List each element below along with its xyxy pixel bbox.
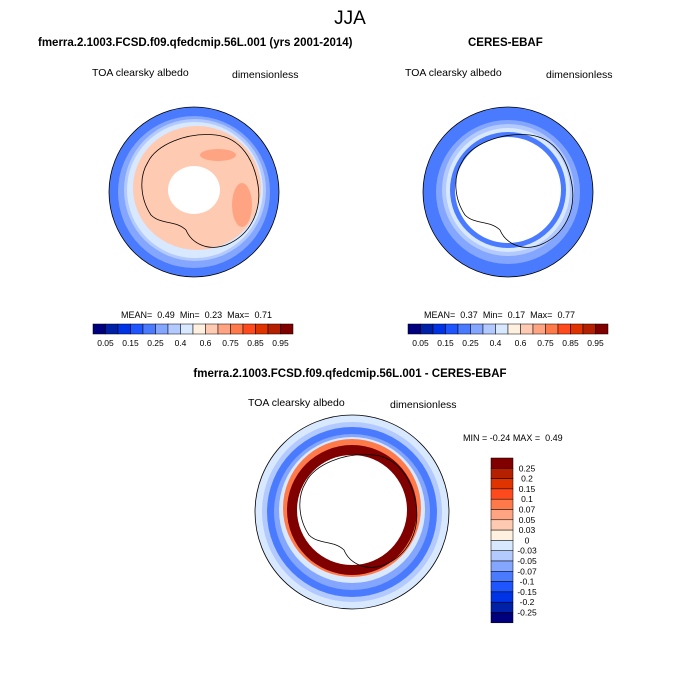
figure-title: JJA [334, 8, 366, 29]
colorbar-box [180, 323, 194, 335]
colorbar-box [495, 323, 509, 335]
colorbar-tick-label: 0.1 [521, 494, 533, 504]
colorbar-box [490, 529, 514, 541]
colorbar-tick-label: 0.6 [200, 338, 212, 348]
colorbar-tick-label: 0.95 [272, 338, 289, 348]
colorbar-tick-label: 0.95 [587, 338, 604, 348]
colorbar-tick-label: 0.4 [175, 338, 187, 348]
colorbar-box [507, 323, 521, 335]
colorbar-box [267, 323, 281, 335]
colorbar-box [105, 323, 119, 335]
colorbar-box [490, 457, 514, 469]
colorbar-box [490, 498, 514, 510]
colorbar-box [117, 323, 131, 335]
colorbar-box [482, 323, 496, 335]
colorbar-box [192, 323, 206, 335]
panel1-title: fmerra.2.1003.FCSD.f09.qfedcmip.56L.001 … [38, 37, 353, 49]
colorbar-tick-label: 0 [525, 535, 530, 545]
colorbar-tick-label: 0.2 [521, 474, 533, 484]
panel2-variable: TOA clearsky albedo [405, 67, 502, 79]
colorbar-box [217, 323, 231, 335]
colorbar-box [545, 323, 559, 335]
colorbar-box [420, 323, 434, 335]
colorbar-box [155, 323, 169, 335]
colorbar-tick-label: 0.05 [519, 515, 536, 525]
colorbar-box [130, 323, 144, 335]
colorbar-box [255, 323, 269, 335]
panel2-units: dimensionless [546, 69, 613, 81]
colorbar-box [490, 581, 514, 593]
colorbar-box [595, 323, 609, 335]
colorbar-box [520, 323, 534, 335]
colorbar-box [490, 540, 514, 551]
colorbar-tick-label: 0.25 [519, 463, 536, 473]
colorbar-tick-label: 0.05 [97, 338, 114, 348]
colorbar-box [242, 323, 256, 335]
panel1-units: dimensionless [232, 69, 299, 81]
colorbar-tick-label: -0.25 [517, 608, 537, 618]
colorbar-box [557, 323, 571, 335]
map-model [109, 107, 279, 277]
colorbar-box [490, 478, 514, 490]
colorbar-tick-label: -0.07 [517, 566, 537, 576]
panel2-stats: MEAN= 0.37 Min= 0.17 Max= 0.77 [424, 310, 575, 320]
colorbar-box [490, 591, 514, 603]
colorbar-box [490, 560, 514, 572]
colorbar-box [92, 323, 106, 335]
colorbar-tick-label: 0.03 [519, 525, 536, 535]
colorbar-box [445, 323, 459, 335]
colorbar-tick-label: -0.05 [517, 556, 537, 566]
colorbar-box [205, 323, 219, 335]
panel3-stats: MIN = -0.24 MAX = 0.49 [463, 433, 563, 443]
colorbar-box [142, 323, 156, 335]
colorbar-tick-label: -0.15 [517, 587, 537, 597]
colorbar-box [407, 323, 421, 335]
colorbar-box [230, 323, 244, 335]
panel3-title: fmerra.2.1003.FCSD.f09.qfedcmip.56L.001 … [193, 368, 507, 380]
map-observations [423, 107, 593, 277]
colorbar-box [490, 571, 514, 582]
colorbar-box [470, 323, 484, 335]
colorbar-box [490, 612, 514, 624]
colorbar-tick-label: 0.85 [247, 338, 264, 348]
colorbar-box [432, 323, 446, 335]
colorbar-tick-label: 0.15 [519, 484, 536, 494]
map-difference [255, 415, 449, 609]
colorbar-tick-label: 0.15 [437, 338, 454, 348]
colorbar-box [490, 601, 514, 613]
colorbar-tick-label: 0.25 [462, 338, 479, 348]
colorbar-box [582, 323, 596, 335]
panel2-title: CERES-EBAF [468, 37, 543, 49]
panel3-units: dimensionless [390, 399, 457, 411]
colorbar-tick-label: 0.4 [490, 338, 502, 348]
panel1-variable: TOA clearsky albedo [92, 67, 189, 79]
colorbar-tick-label: -0.2 [520, 597, 535, 607]
colorbar-box [280, 323, 294, 335]
colorbar-tick-label: 0.75 [222, 338, 239, 348]
colorbar-tick-label: 0.85 [562, 338, 579, 348]
colorbar-box [167, 323, 181, 335]
colorbar-box [490, 509, 514, 521]
colorbar-tick-label: 0.6 [515, 338, 527, 348]
panel3-variable: TOA clearsky albedo [248, 397, 345, 409]
colorbar-box [490, 550, 514, 562]
colorbar-box [532, 323, 546, 335]
colorbar-box [490, 468, 514, 479]
colorbar-tick-label: -0.03 [517, 546, 537, 556]
colorbar-box [570, 323, 584, 335]
colorbar-tick-label: 0.15 [122, 338, 139, 348]
colorbar-box [490, 488, 514, 500]
colorbar-box [490, 519, 514, 531]
colorbar-tick-label: 0.75 [537, 338, 554, 348]
colorbar-tick-label: 0.07 [519, 505, 536, 515]
colorbar-tick-label: -0.1 [520, 577, 535, 587]
colorbar-box [457, 323, 471, 335]
colorbar-tick-label: 0.25 [147, 338, 164, 348]
panel1-stats: MEAN= 0.49 Min= 0.23 Max= 0.71 [121, 310, 272, 320]
colorbar-tick-label: 0.05 [412, 338, 429, 348]
